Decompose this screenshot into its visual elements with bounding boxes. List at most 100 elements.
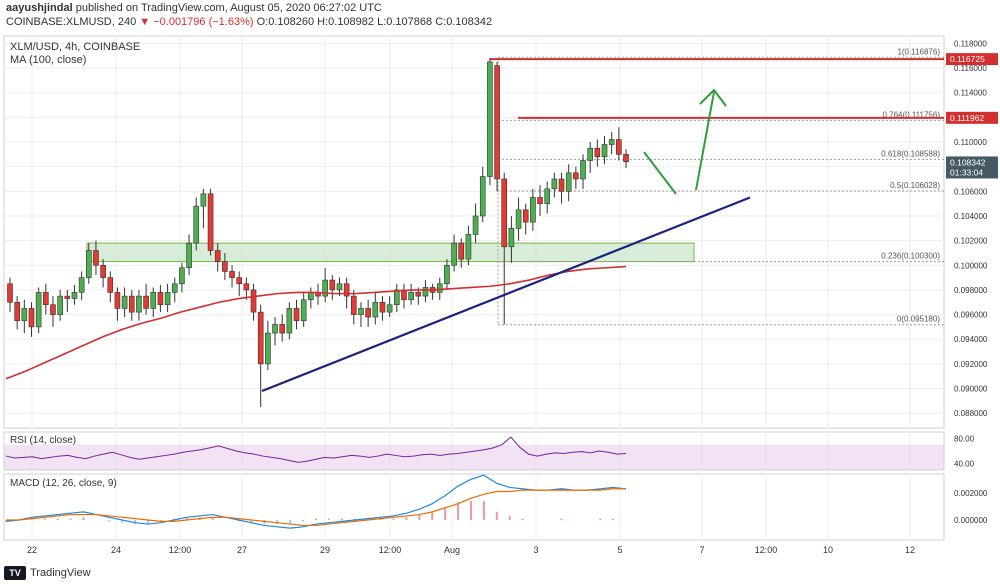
fib-level-label: 0.618(0.108588) xyxy=(881,149,940,158)
price-tick-label: 0.104000 xyxy=(954,212,988,221)
projection-line-up xyxy=(695,91,715,191)
candle-body xyxy=(265,332,271,365)
candle-body xyxy=(451,242,457,266)
candle-body xyxy=(171,283,178,293)
candle-body xyxy=(386,304,393,313)
fib-level-label: 0.764(0.111756) xyxy=(882,110,940,119)
price-badge xyxy=(946,111,998,124)
x-tick-label: 27 xyxy=(237,545,247,555)
candle-body xyxy=(436,283,443,293)
candle-body xyxy=(286,308,293,334)
price-tick-label: 0.114000 xyxy=(954,89,987,98)
candle-body xyxy=(200,193,207,207)
footer-brand[interactable]: TradingView xyxy=(30,567,91,579)
candle-body xyxy=(85,250,92,278)
price-tick-label: 0.100000 xyxy=(954,261,988,270)
price-chart[interactable]: 0.1180000.1160000.1140000.1120000.110000… xyxy=(0,32,1000,564)
candle-body xyxy=(250,289,257,313)
candle-body xyxy=(522,209,529,223)
x-tick-label: 12:00 xyxy=(169,545,192,555)
price-badge-value: 0.108342 xyxy=(950,157,986,167)
candle-body xyxy=(14,301,20,322)
candle-body xyxy=(193,205,200,244)
candle-body xyxy=(272,324,278,334)
tradingview-logo-icon: TV xyxy=(4,566,26,580)
candle-body xyxy=(143,295,149,309)
published-text: published on TradingView.com, August 05,… xyxy=(75,2,382,14)
candle-body xyxy=(28,308,35,328)
candle-body xyxy=(107,277,114,293)
candle-body xyxy=(594,147,601,158)
candle-body xyxy=(487,61,493,177)
candle-body xyxy=(501,178,508,248)
candle-body xyxy=(544,188,551,204)
macd-pane xyxy=(3,473,945,541)
price-badge-value: 0.111962 xyxy=(950,113,984,123)
candle-body xyxy=(329,279,336,291)
candle-body xyxy=(351,295,357,315)
candle-body xyxy=(558,178,565,192)
candle-body xyxy=(465,234,472,260)
rsi-line xyxy=(5,436,627,463)
candle-body xyxy=(573,172,579,180)
x-tick-label: 12 xyxy=(905,545,915,555)
candle-body xyxy=(322,279,328,297)
price-tick-label: 0.094000 xyxy=(954,335,988,344)
price-tick-label: 0.090000 xyxy=(954,385,988,394)
candle-body xyxy=(379,301,386,313)
candle-body xyxy=(580,160,586,180)
price-tick-label: 0.088000 xyxy=(954,409,988,418)
candle-body xyxy=(236,277,243,285)
candle-body xyxy=(616,139,622,155)
price-tick-label: 0.096000 xyxy=(954,311,988,320)
candle-body xyxy=(508,228,515,248)
x-tick-label: 12:00 xyxy=(379,545,402,555)
candle-body xyxy=(343,283,350,297)
x-tick-label: 3 xyxy=(533,545,538,555)
candle-body xyxy=(78,277,85,293)
price-change: ▼ −0.001796 (−1.63%) xyxy=(139,16,254,28)
candle-body xyxy=(93,250,99,266)
footer: TV TradingView xyxy=(4,566,91,580)
candle-body xyxy=(64,295,71,299)
projection-arrow-head xyxy=(699,88,727,107)
candle-body xyxy=(150,292,157,309)
candle-body xyxy=(114,292,121,309)
publisher-name[interactable]: aayushjindal xyxy=(6,2,73,14)
price-badge xyxy=(946,156,998,179)
price-tick-label: 0.092000 xyxy=(954,360,988,369)
candle-body xyxy=(623,154,629,163)
candle-body xyxy=(179,267,185,285)
x-tick-label: 24 xyxy=(111,545,121,555)
price-tick-label: 0.118000 xyxy=(954,39,987,48)
candle-body xyxy=(57,295,63,315)
candle-body xyxy=(257,311,264,365)
macd-tick-label: 0.000000 xyxy=(954,516,988,525)
candle-body xyxy=(530,197,536,223)
symbol-label: COINBASE:XLMUSD, 240 xyxy=(6,16,137,28)
candle-body xyxy=(293,308,300,322)
price-tick-label: 0.110000 xyxy=(954,138,987,147)
candle-body xyxy=(21,308,28,322)
macd-signal-line xyxy=(6,488,626,527)
candle-body xyxy=(157,292,164,306)
x-tick-label: 22 xyxy=(27,545,37,555)
candle-body xyxy=(494,65,500,180)
candle-body xyxy=(422,287,429,297)
candle-body xyxy=(415,292,422,297)
price-badge-timer: 01:33:04 xyxy=(950,167,983,177)
chart-title: XLM/USD, 4h, COINBASE xyxy=(10,41,140,53)
candle-body xyxy=(308,292,314,301)
x-tick-label: 5 xyxy=(617,545,622,555)
x-tick-label: 12:00 xyxy=(755,545,778,555)
symbol-info: COINBASE:XLMUSD, 240 ▼ −0.001796 (−1.63%… xyxy=(6,16,492,28)
candle-body xyxy=(186,242,192,269)
macd-label: MACD (12, 26, close, 9) xyxy=(10,478,117,489)
x-tick-label: 10 xyxy=(823,545,833,555)
support-zone xyxy=(86,242,695,263)
candle-body xyxy=(121,295,128,309)
x-tick-label: 7 xyxy=(699,545,704,555)
candle-body xyxy=(229,271,235,278)
candle-body xyxy=(164,292,171,306)
rsi-tick-label: 40.00 xyxy=(954,460,975,469)
